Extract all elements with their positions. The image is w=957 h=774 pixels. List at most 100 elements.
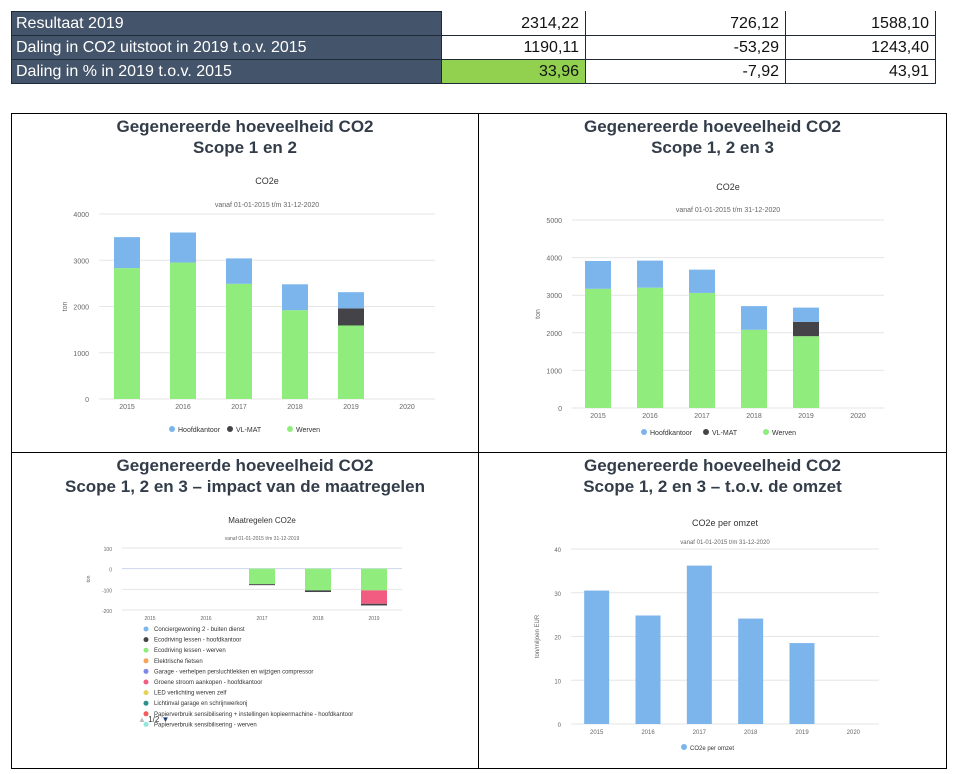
legend-item: CO2e per omzet — [690, 746, 734, 752]
y-tick-label: 2000 — [73, 305, 89, 312]
y-tick-label: 5000 — [546, 218, 562, 225]
chart-title: Maatregelen CO2e — [228, 516, 296, 525]
table-cell: 43,91 — [785, 59, 936, 84]
x-tick-label: 2017 — [693, 730, 707, 736]
y-tick-label: 1000 — [546, 368, 562, 375]
y-axis-label: ton — [535, 309, 542, 319]
bar-ecodriving-lessen-hoofdkantoor — [305, 590, 331, 593]
row-label: Resultaat 2019 — [11, 11, 442, 36]
y-tick-label: 20 — [554, 636, 561, 642]
legend-marker — [143, 700, 149, 706]
x-tick-label: 2015 — [590, 413, 606, 420]
legend-item: Papierverbruik sensibilisering + instell… — [154, 712, 353, 718]
legend-item: Hoofdkantoor — [178, 427, 221, 434]
table-cell: -53,29 — [585, 35, 786, 60]
table-cell-highlighted: 33,96 — [441, 59, 586, 84]
x-tick-label: 2016 — [200, 616, 211, 622]
legend-marker — [703, 429, 709, 435]
x-tick-label: 2017 — [231, 404, 247, 411]
bar-hoofdkantoor — [226, 258, 252, 284]
bar-ecodriving-lessen-hoofdkantoor — [249, 584, 275, 586]
legend-item: Lichtinval garage en schrijnwerkonj — [154, 701, 247, 707]
chart-subtitle: vanaf 01-01-2015 t/m 31-12-2019 — [225, 536, 300, 542]
bar-vl-mat — [338, 308, 364, 326]
bar-ecodriving-lessen-werven — [361, 568, 387, 591]
table-row: Resultaat 2019 2314,22 726,12 1588,10 — [11, 11, 936, 36]
x-tick-label: 2020 — [399, 404, 415, 411]
x-tick-label: 2015 — [119, 404, 135, 411]
bar-groene-stroom-aankopen-hoofdkantoor — [361, 590, 387, 604]
legend-marker — [143, 711, 149, 717]
bar-werven — [226, 283, 252, 399]
bar-werven — [170, 262, 196, 399]
y-tick-label: 30 — [554, 592, 561, 598]
bar-hoofdkantoor — [637, 260, 663, 288]
y-tick-label: -100 — [102, 588, 112, 594]
legend-marker — [143, 679, 149, 685]
y-tick-label: 0 — [109, 568, 112, 574]
legend-item: Papierverbruik sensibilisering - werven — [154, 722, 257, 728]
bar-hoofdkantoor — [793, 307, 819, 322]
bar-hoofdkantoor — [741, 306, 767, 330]
x-tick-label: 2020 — [850, 413, 866, 420]
y-axis-label: ton — [86, 575, 92, 582]
table-cell: 1588,10 — [785, 11, 936, 36]
bar-hoofdkantoor — [282, 284, 308, 311]
legend-pager[interactable]: ▲ 1/2 ▼ — [138, 715, 169, 724]
bar-werven — [114, 268, 140, 399]
panel-title: Gegenereerde hoeveelheid CO2 — [584, 117, 841, 136]
table-cell: 1190,11 — [441, 35, 586, 60]
legend-item: Werven — [772, 430, 796, 437]
x-tick-label: 2016 — [641, 730, 655, 736]
legend-item: Conciergewoning 2 - buiten dienst — [154, 627, 245, 633]
legend-item: Ecodriving lessen - werven — [154, 648, 226, 654]
legend-marker — [763, 429, 769, 435]
bar-vl-mat — [793, 321, 819, 337]
panel-scope-1-2: Gegenereerde hoeveelheid CO2 Scope 1 en … — [11, 113, 479, 453]
bar-werven — [689, 292, 715, 408]
x-tick-label: 2016 — [175, 404, 191, 411]
pager-down-icon[interactable]: ▼ — [161, 715, 170, 724]
x-tick-label: 2019 — [368, 616, 379, 622]
panel-subtitle: Scope 1, 2 en 3 — [651, 138, 774, 157]
panel-subtitle: Scope 1 en 2 — [193, 138, 297, 157]
y-tick-label: 0 — [558, 723, 562, 729]
x-tick-label: 2015 — [144, 616, 155, 622]
y-tick-label: 1000 — [73, 351, 89, 358]
legend-marker — [143, 647, 149, 653]
chart-subtitle: vanaf 01-01-2015 t/m 31-12-2020 — [215, 202, 319, 209]
pager-up-icon[interactable]: ▲ — [138, 715, 146, 724]
chart-co2e-per-omzet: CO2e per omzet vanaf 01-01-2015 t/m 31-12… — [535, 518, 879, 752]
y-tick-label: 100 — [104, 547, 113, 553]
chart-title: CO2e per omzet — [692, 518, 759, 528]
legend-marker — [143, 637, 149, 643]
bar-co2e-per-omzet — [635, 615, 661, 724]
legend-marker — [143, 658, 149, 664]
legend-marker — [287, 426, 293, 432]
y-tick-label: 2000 — [546, 331, 562, 338]
y-axis-label: ton/miljoen EUR — [535, 614, 541, 658]
x-tick-label: 2019 — [798, 413, 814, 420]
legend-item: Hoofdkantoor — [650, 430, 693, 437]
legend-item: VL-MAT — [236, 427, 262, 434]
chart-maatregelen: Maatregelen CO2e vanaf 01-01-2015 t/m 31-… — [86, 516, 402, 728]
y-tick-label: 40 — [554, 548, 561, 554]
legend-marker — [143, 626, 149, 632]
bar-co2e-per-omzet — [738, 618, 764, 724]
chart-subtitle: vanaf 01-01-2015 t/m 31-12-2020 — [676, 207, 780, 214]
table-cell: 1243,40 — [785, 35, 936, 60]
bar-hoofdkantoor — [689, 269, 715, 293]
panel-title: Gegenereerde hoeveelheid CO2 — [584, 456, 841, 475]
legend-item: LED verlichting werven zelf — [154, 691, 227, 697]
bar-co2e-per-omzet — [789, 643, 815, 724]
x-tick-label: 2020 — [847, 730, 861, 736]
bar-co2e-per-omzet — [584, 590, 610, 724]
legend-item: Garage - verhelpen persluchtlekken en wi… — [154, 669, 313, 675]
table-row: Daling in CO2 uitstoot in 2019 t.o.v. 20… — [11, 35, 936, 60]
x-tick-label: 2018 — [287, 404, 303, 411]
legend-item: Elektrische fietsen — [154, 659, 203, 665]
panel-per-omzet: Gegenereerde hoeveelheid CO2 Scope 1, 2 … — [478, 452, 947, 769]
bar-werven — [793, 336, 819, 408]
bar-werven — [282, 310, 308, 399]
panel-title: Gegenereerde hoeveelheid CO2 — [116, 117, 374, 136]
